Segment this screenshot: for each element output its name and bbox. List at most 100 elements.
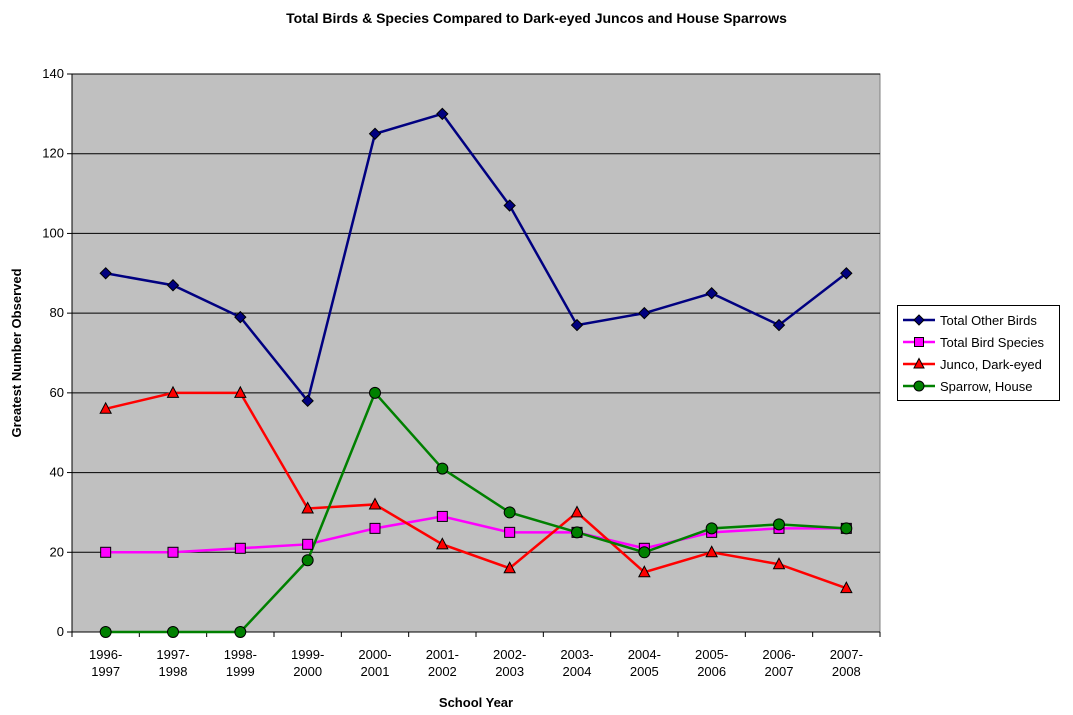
data-point-sparrow-house (638, 546, 651, 559)
y-tick-label: 80 (50, 305, 64, 320)
data-point-total-bird-species (100, 546, 112, 558)
plot-area (71, 73, 881, 633)
legend-swatch (903, 357, 935, 369)
legend-item-total-other-birds: Total Other Birds (902, 309, 1055, 331)
x-tick-label: 2000 (293, 664, 322, 679)
x-tick-label: 2008 (832, 664, 861, 679)
data-point-total-bird-species (302, 538, 314, 550)
x-tick-label: 2007- (830, 647, 863, 662)
series-lines (105, 112, 848, 634)
x-tick-label: 1999- (291, 647, 324, 662)
legend-label: Sparrow, House (940, 378, 1033, 394)
data-point-junco-dark-eyed (368, 497, 382, 510)
legend-swatch (903, 314, 935, 326)
data-point-sparrow-house (571, 526, 583, 539)
data-point-junco-dark-eyed (638, 565, 651, 578)
data-point-total-other-birds (301, 394, 314, 408)
data-markers (99, 107, 853, 638)
data-point-total-other-birds (638, 306, 651, 320)
tick-labels: 0 20 40 60 80 100 120 140 1996- 1997 1997- 1998 1998… (42, 66, 863, 679)
x-tick-label: 2002- (493, 647, 526, 662)
data-point-total-other-birds (772, 318, 786, 332)
x-tick-label: 2005 (630, 664, 659, 679)
legend-marker (913, 380, 925, 392)
y-axis-title: Greatest Number Observed (9, 268, 24, 437)
legend-label: Total Bird Species (940, 334, 1045, 350)
x-tick-label: 2001 (361, 664, 390, 679)
x-tick-label: 2007 (765, 664, 794, 679)
data-point-sparrow-house (99, 626, 112, 638)
data-point-total-other-birds (503, 199, 516, 212)
x-tick-label: 2003- (560, 647, 593, 662)
data-point-sparrow-house (773, 518, 785, 531)
data-point-sparrow-house (301, 554, 314, 567)
y-tick-label: 100 (42, 225, 64, 240)
series-line-junco-dark-eyed (105, 391, 847, 590)
x-tick-label: 2001- (426, 647, 459, 662)
x-tick-label: 2003 (495, 664, 524, 679)
x-tick-label: 1999 (226, 664, 255, 679)
x-tick-label: 2000- (358, 647, 391, 662)
data-point-junco-dark-eyed (772, 557, 786, 570)
x-tick-label: 2005- (695, 647, 728, 662)
data-point-total-other-birds (166, 279, 180, 292)
y-tick-label: 0 (57, 624, 64, 639)
data-point-total-other-birds (840, 267, 853, 280)
x-tick-label: 1998 (159, 664, 188, 679)
data-point-total-bird-species (369, 522, 381, 534)
data-point-total-other-birds (436, 107, 449, 121)
legend-marker (913, 357, 925, 369)
x-tick-label: 2006- (762, 647, 795, 662)
data-point-total-bird-species (167, 546, 179, 558)
legend-label: Junco, Dark-eyed (940, 356, 1042, 372)
y-tick-label: 120 (42, 146, 64, 161)
data-point-junco-dark-eyed (234, 385, 247, 398)
y-tick-label: 40 (50, 465, 64, 480)
legend-swatch (903, 337, 935, 347)
data-point-total-bird-species (504, 526, 516, 538)
data-point-sparrow-house (840, 522, 853, 535)
legend-marker (913, 314, 925, 326)
x-tick-label: 2004- (628, 647, 661, 662)
data-point-total-other-birds (234, 310, 247, 324)
x-tick-label: 1997- (156, 647, 189, 662)
data-point-sparrow-house (436, 462, 449, 475)
chart-title: Total Birds & Species Compared to Dark-e… (286, 10, 787, 26)
x-axis-title: School Year (439, 695, 513, 710)
data-point-total-other-birds (99, 267, 112, 280)
series-line-total-other-birds (105, 112, 848, 404)
legend: Total Other Birds Total Bird Species Junco… (897, 305, 1060, 401)
data-point-total-other-birds (570, 318, 584, 332)
x-tick-label: 2002 (428, 664, 457, 679)
data-point-junco-dark-eyed (166, 385, 180, 398)
data-point-total-other-birds (368, 127, 382, 140)
x-tick-label: 2006 (697, 664, 726, 679)
data-point-junco-dark-eyed (840, 581, 853, 594)
y-tick-label: 20 (50, 544, 64, 559)
data-point-total-bird-species (234, 542, 246, 554)
data-point-junco-dark-eyed (99, 401, 112, 414)
data-point-junco-dark-eyed (503, 561, 516, 574)
legend-item-total-bird-species: Total Bird Species (902, 331, 1055, 353)
data-point-sparrow-house (705, 522, 718, 535)
data-point-junco-dark-eyed (570, 505, 584, 518)
data-point-sparrow-house (234, 626, 247, 638)
data-point-sparrow-house (503, 506, 516, 519)
y-tick-label: 60 (50, 385, 64, 400)
legend-item-sparrow-house: Sparrow, House (902, 375, 1055, 397)
y-tick-label: 140 (42, 66, 64, 81)
data-point-junco-dark-eyed (705, 545, 718, 558)
data-point-total-other-birds (705, 287, 718, 300)
data-point-total-bird-species (436, 510, 448, 522)
data-point-sparrow-house (369, 386, 381, 399)
x-tick-label: 2004 (563, 664, 592, 679)
x-tick-label: 1998- (224, 647, 257, 662)
legend-label: Total Other Birds (940, 312, 1037, 328)
series-line-total-bird-species (105, 515, 847, 554)
x-tick-label: 1997 (91, 664, 120, 679)
gridlines (72, 73, 880, 553)
data-point-sparrow-house (167, 626, 179, 638)
legend-item-junco-dark-eyed: Junco, Dark-eyed (902, 353, 1055, 375)
x-tick-label: 1996- (89, 647, 122, 662)
